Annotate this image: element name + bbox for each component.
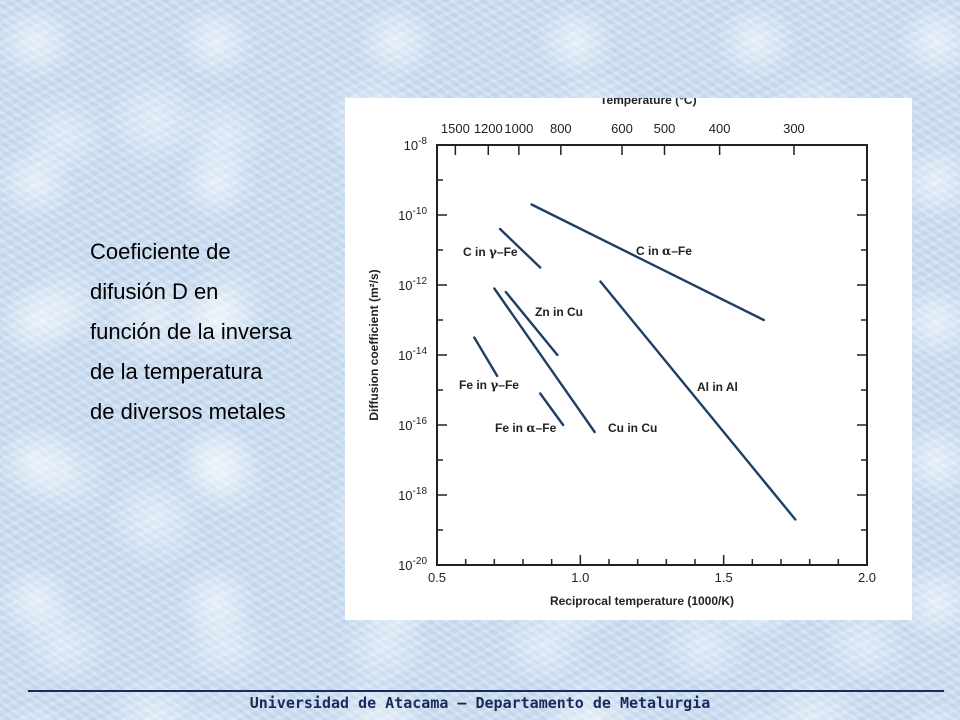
series-label: Zn in Cu bbox=[535, 305, 583, 319]
description-line: Coeficiente de bbox=[90, 239, 231, 264]
series-label: Cu in Cu bbox=[608, 421, 657, 435]
y-tick-label: 10-12 bbox=[398, 276, 427, 293]
footer-divider bbox=[28, 690, 944, 692]
y-tick-label: 10-10 bbox=[398, 206, 427, 223]
top-axis-label: Temperature (°C) bbox=[600, 98, 697, 107]
description-text: Coeficiente de difusión D en función de … bbox=[90, 232, 350, 432]
top-tick-label: 300 bbox=[783, 121, 805, 136]
plot-frame bbox=[436, 144, 868, 566]
x-tick-label: 0.5 bbox=[428, 570, 446, 585]
series-label: C in γ–Fe bbox=[463, 245, 518, 259]
y-tick-label: 10-14 bbox=[398, 346, 427, 363]
series-label: Fe in α–Fe bbox=[495, 421, 557, 435]
series-label: C in α–Fe bbox=[636, 244, 692, 258]
series-line bbox=[504, 290, 559, 357]
top-tick-label: 600 bbox=[611, 121, 633, 136]
x-axis-label: Reciprocal temperature (1000/K) bbox=[550, 594, 734, 608]
top-tick-label: 1000 bbox=[504, 121, 533, 136]
y-tick-label: 10-16 bbox=[398, 416, 427, 433]
y-tick-label: 10-8 bbox=[404, 136, 428, 153]
description-line: de la temperatura bbox=[90, 359, 263, 384]
x-tick-label: 2.0 bbox=[858, 570, 876, 585]
series-line bbox=[599, 280, 797, 521]
series-line bbox=[493, 287, 596, 434]
series-label: Al in Al bbox=[697, 380, 738, 394]
top-tick-label: 1500 bbox=[441, 121, 470, 136]
description-line: función de la inversa bbox=[90, 319, 292, 344]
series-label: Fe in γ–Fe bbox=[459, 378, 519, 392]
top-tick-label: 400 bbox=[709, 121, 731, 136]
x-tick-label: 1.5 bbox=[715, 570, 733, 585]
description-line: de diversos metales bbox=[90, 399, 286, 424]
y-axis-label: Diffusion coefficient (m²/s) bbox=[367, 269, 381, 420]
footer-text: Universidad de Atacama – Departamento de… bbox=[249, 694, 711, 712]
top-tick-label: 1200 bbox=[474, 121, 503, 136]
series-line bbox=[498, 227, 542, 269]
chart-panel: 10-8 10-10 10-12 10-14 10-16 10-18 10-20 0.5 1.0… bbox=[345, 98, 912, 620]
top-tick-label: 800 bbox=[550, 121, 572, 136]
diffusion-chart: 10-8 10-10 10-12 10-14 10-16 10-18 10-200.5 1.0… bbox=[367, 98, 876, 608]
description-line: difusión D en bbox=[90, 279, 219, 304]
y-tick-label: 10-20 bbox=[398, 556, 427, 573]
top-tick-label: 500 bbox=[654, 121, 676, 136]
x-tick-label: 1.0 bbox=[571, 570, 589, 585]
y-tick-label: 10-18 bbox=[398, 486, 427, 503]
series-line bbox=[473, 336, 499, 378]
series-line bbox=[538, 392, 565, 427]
series-line bbox=[530, 203, 765, 322]
